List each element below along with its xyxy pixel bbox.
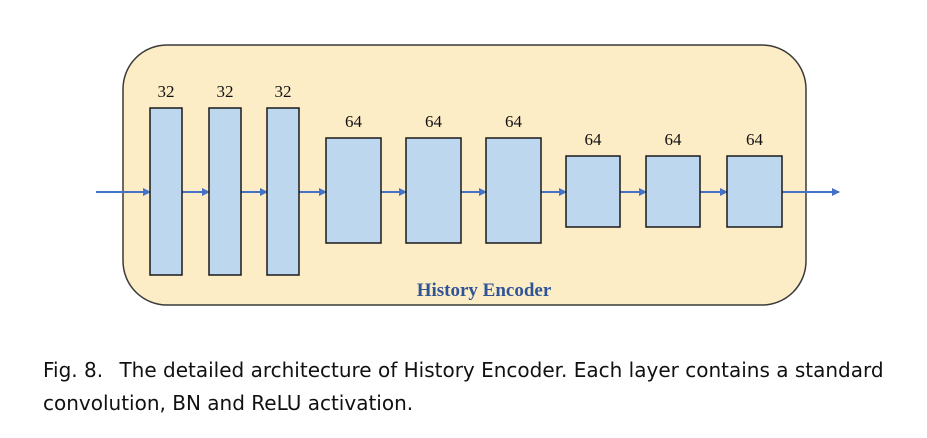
conv-layer-block [149,107,183,276]
encoder-layers: 32 32 32 64 64 64 64 64 64 [149,82,783,276]
layer-channel-label: 64 [665,130,683,149]
history-encoder-label: History Encoder [417,280,552,301]
conv-layer-block [485,137,542,244]
conv-layer-block [645,155,701,228]
conv-layer-block [266,107,300,276]
layer-channel-label: 32 [158,82,175,101]
layer-channel-label: 64 [746,130,764,149]
conv-layer-block [565,155,621,228]
figure-caption: Fig. 8. The detailed architecture of His… [43,354,913,420]
history-encoder-diagram: 32 32 32 64 64 64 64 64 64 History Encoder [96,44,840,306]
layer-channel-label: 64 [505,112,523,131]
caption-prefix: Fig. 8. [43,358,104,382]
conv-layer-block [325,137,382,244]
caption-text: The detailed architecture of History Enc… [43,358,884,415]
layer-channel-label: 64 [585,130,603,149]
layer-channel-label: 64 [345,112,363,131]
conv-layer-block [726,155,783,228]
layer-channel-label: 32 [275,82,292,101]
conv-layer-block [405,137,462,244]
layer-channel-label: 32 [217,82,234,101]
layer-channel-label: 64 [425,112,443,131]
conv-layer-block [208,107,242,276]
